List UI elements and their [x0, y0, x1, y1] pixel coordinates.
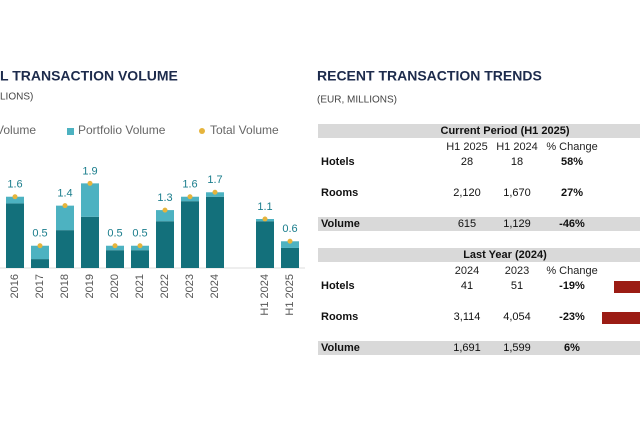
bar-segment: [81, 183, 99, 217]
total-marker: [212, 189, 218, 195]
cell: 1,599: [503, 342, 531, 354]
bar-segment: [31, 245, 49, 260]
change-bar: [602, 312, 640, 324]
legend-label: Portfolio Volume: [78, 123, 166, 137]
row-label: Volume: [321, 342, 360, 354]
column-header: 2023: [505, 265, 529, 277]
cell: 58%: [561, 156, 583, 168]
bar-segment: [81, 216, 99, 268]
cell: 28: [461, 156, 473, 168]
bar-segment: [256, 221, 274, 268]
bar-segment: [6, 196, 24, 204]
column-header: % Change: [546, 265, 597, 277]
data-label: 1.4: [57, 188, 72, 200]
cell: -23%: [559, 311, 585, 323]
change-bar: [614, 281, 640, 293]
column-header: 2024: [455, 265, 479, 277]
total-marker: [112, 243, 118, 249]
total-marker: [62, 203, 68, 209]
x-tick-label: 2022: [159, 274, 171, 298]
table-subtitle: (EUR, MILLIONS): [317, 95, 397, 106]
x-tick-label: 2019: [84, 274, 96, 298]
total-marker: [287, 238, 293, 244]
x-tick-label: 2021: [134, 274, 146, 298]
data-label: 0.5: [132, 228, 147, 240]
cell: 1,670: [503, 187, 531, 199]
data-label: 1.6: [182, 179, 197, 191]
row-label: Rooms: [321, 311, 358, 323]
bar-segment: [281, 247, 299, 268]
data-label: 0.5: [107, 228, 122, 240]
legend-marker: [67, 128, 74, 135]
cell: 615: [458, 218, 476, 230]
cell: -19%: [559, 280, 585, 292]
x-tick-label: 2023: [184, 274, 196, 298]
chart-subtitle: LIONS): [0, 92, 33, 103]
x-tick-label: 2016: [9, 274, 21, 298]
row-band: [318, 341, 640, 355]
section-header-band: [318, 248, 640, 262]
x-tick-label: 2017: [34, 274, 46, 298]
bar-segment: [206, 196, 224, 268]
data-label: 1.3: [157, 192, 172, 204]
bar-segment: [6, 203, 24, 268]
row-label: Hotels: [321, 156, 355, 168]
legend-label: d.Volume: [0, 123, 36, 137]
bar-segment: [31, 259, 49, 268]
bar-segment: [181, 201, 199, 268]
row-label: Volume: [321, 218, 360, 230]
legend-marker: [199, 128, 205, 134]
cell: 6%: [564, 342, 580, 354]
total-marker: [87, 180, 93, 186]
bar-segment: [281, 241, 299, 248]
data-label: 0.6: [282, 223, 297, 235]
cell: 1,129: [503, 218, 531, 230]
total-marker: [37, 243, 43, 249]
x-tick-label: 2020: [109, 274, 121, 298]
table-title: RECENT TRANSACTION TRENDS: [317, 68, 542, 84]
x-tick-label: 2018: [59, 274, 71, 298]
column-header: % Change: [546, 141, 597, 153]
data-label: 1.1: [257, 201, 272, 213]
cell: 51: [511, 280, 523, 292]
legend-label: Total Volume: [210, 123, 279, 137]
cell: 41: [461, 280, 473, 292]
cell: 2,120: [453, 187, 481, 199]
x-tick-label: 2024: [209, 274, 221, 298]
cell: -46%: [559, 218, 585, 230]
bar-segment: [156, 221, 174, 268]
data-label: 1.6: [7, 179, 22, 191]
data-label: 1.9: [82, 165, 97, 177]
chart-title: L TRANSACTION VOLUME: [0, 68, 178, 84]
bar-segment: [56, 230, 74, 268]
section-header-band: [318, 124, 640, 138]
column-header: H1 2025: [446, 141, 488, 153]
bar-segment: [131, 250, 149, 268]
cell: 18: [511, 156, 523, 168]
cell: 4,054: [503, 311, 531, 323]
total-marker: [162, 207, 168, 213]
section-header: Current Period (H1 2025): [441, 125, 570, 137]
row-label: Hotels: [321, 280, 355, 292]
x-tick-label: H1 2025: [284, 274, 296, 316]
data-label: 1.7: [207, 174, 222, 186]
total-marker: [262, 216, 268, 222]
section-header: Last Year (2024): [463, 249, 547, 261]
bar-segment: [156, 210, 174, 222]
row-label: Rooms: [321, 187, 358, 199]
cell: 3,114: [454, 311, 481, 323]
cell: 1,691: [453, 342, 481, 354]
data-label: 0.5: [32, 228, 47, 240]
total-marker: [12, 194, 18, 200]
total-marker: [137, 243, 143, 249]
bar-segment: [56, 205, 74, 231]
bar-segment: [106, 250, 124, 268]
total-marker: [187, 194, 193, 200]
x-tick-label: H1 2024: [259, 274, 271, 316]
column-header: H1 2024: [496, 141, 538, 153]
cell: 27%: [561, 187, 583, 199]
row-band: [318, 217, 640, 231]
